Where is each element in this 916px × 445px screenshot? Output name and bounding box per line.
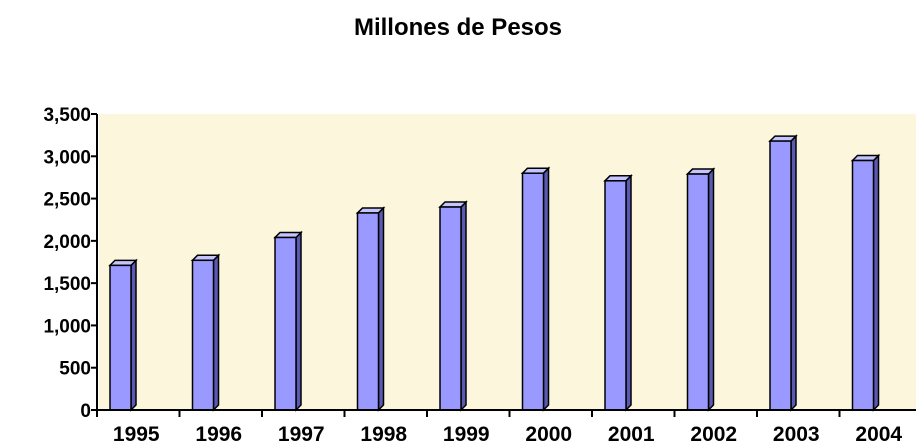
y-tick-label: 1,500: [43, 274, 91, 295]
y-tick-label: 1,000: [43, 316, 91, 337]
x-tick-label: 2002: [690, 423, 737, 445]
bar-front: [851, 159, 875, 411]
x-tick-label: 1995: [113, 423, 160, 445]
y-tick-label: 3,000: [43, 147, 91, 168]
bar-top: [355, 207, 386, 214]
bar-2000: [520, 166, 551, 412]
bar-front: [274, 236, 297, 411]
bar-front: [604, 180, 627, 411]
x-tick-label: 2001: [608, 423, 655, 445]
y-tick-label: 500: [59, 359, 91, 380]
bar-top: [273, 231, 303, 239]
bar-front: [109, 264, 132, 411]
bar-front: [439, 206, 462, 411]
y-tick-label: 2,500: [43, 190, 91, 211]
bars: [108, 134, 881, 412]
x-tick-label: 2004: [855, 423, 902, 445]
bar-front: [686, 173, 710, 411]
x-tick-label: 1999: [443, 423, 490, 445]
bar-2002: [685, 167, 716, 412]
x-tick-label: 2003: [773, 423, 820, 445]
bar-2003: [768, 134, 798, 412]
bar-1997: [273, 230, 303, 412]
bar-2004: [850, 153, 881, 412]
chart-title: Millones de Pesos: [353, 14, 563, 41]
bar-front: [191, 259, 215, 411]
bar-front: [521, 172, 545, 411]
x-axis-ticks: 1995 1996 1997 1998 1999 2000 2001 2002 2003 2004: [96, 410, 902, 445]
x-tick-label: 1997: [278, 423, 325, 445]
x-tick-label: 1998: [360, 423, 407, 445]
y-axis-ticks: 0 500 1,000 1,500 2,000 2,500 3,000 3,500: [43, 105, 97, 422]
y-tick-label: 2,000: [43, 232, 91, 253]
bar-top: [520, 167, 551, 174]
bar-2001: [603, 174, 633, 412]
bar-1995: [108, 258, 138, 412]
bar-top: [768, 135, 798, 142]
bar-front: [356, 212, 380, 411]
x-tick-label: 1996: [195, 423, 242, 445]
bar-1998: [355, 206, 386, 412]
x-tick-label: 2000: [525, 423, 572, 445]
bar-front: [769, 140, 792, 411]
y-tick-label: 0: [80, 401, 91, 422]
bar-1999: [438, 200, 468, 412]
bar-1996: [190, 253, 221, 412]
y-tick-label: 3,500: [43, 105, 91, 126]
